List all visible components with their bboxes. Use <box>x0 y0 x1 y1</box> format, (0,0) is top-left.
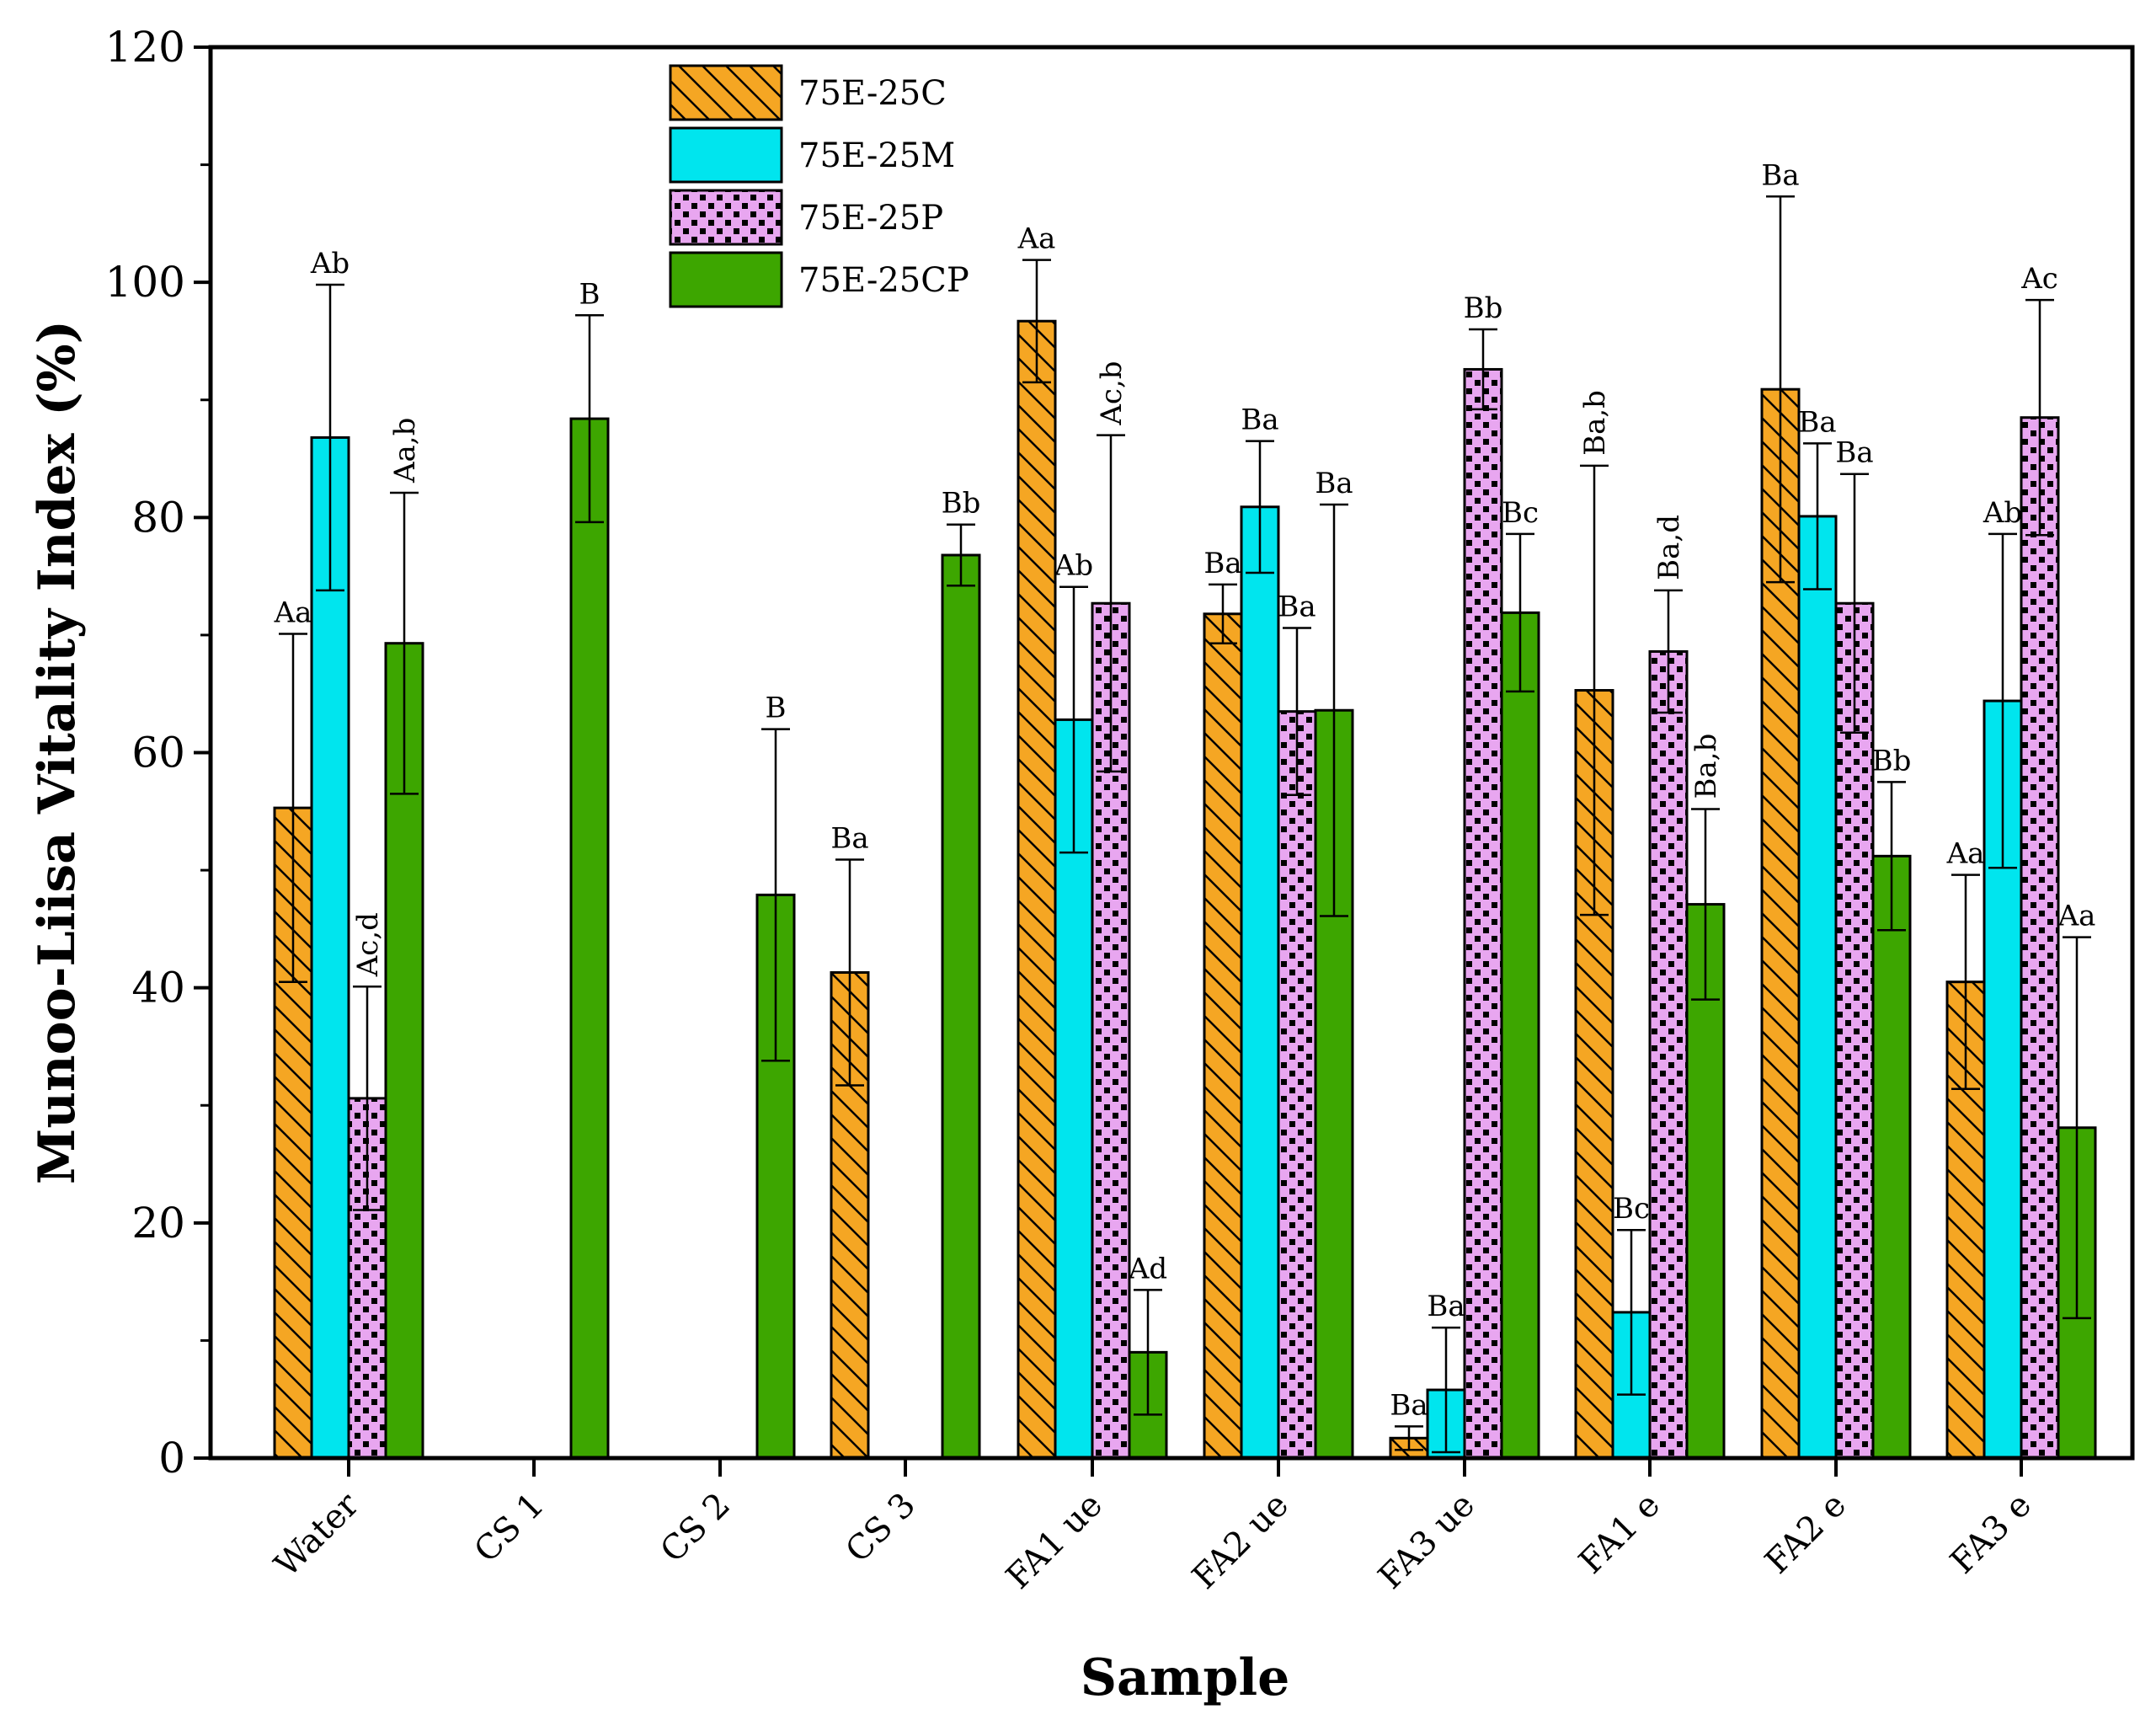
significance-letter: B <box>766 692 787 725</box>
bar <box>941 553 981 1460</box>
significance-letter: Ba <box>1203 547 1241 580</box>
significance-letter: Aa,b <box>388 418 422 484</box>
x-axis: Water CS 1 CS 2 CS 3 FA1 ue FA2 ue FA3 ue FA1 e… <box>267 1458 2039 1597</box>
significance-letter: Ba <box>1315 467 1353 500</box>
bar <box>1463 367 1503 1460</box>
y-tick-label: 100 <box>105 258 185 307</box>
bar <box>2020 416 2060 1460</box>
x-axis-title: Sample <box>1081 1648 1290 1707</box>
bar <box>569 417 610 1460</box>
bar <box>1648 649 1689 1460</box>
bar <box>1797 515 1838 1460</box>
x-tick-label: FA1 e <box>1572 1486 1668 1582</box>
significance-letter: Ac,b <box>1095 361 1129 425</box>
legend-swatch <box>669 64 783 121</box>
bar <box>1017 319 1057 1460</box>
significance-letter: Ab <box>1054 549 1093 583</box>
y-tick-label: 80 <box>131 493 185 542</box>
significance-letter: Bc <box>1502 496 1539 530</box>
legend-label: 75E-25CP <box>798 261 969 300</box>
x-tick-label: FA3 ue <box>1371 1486 1482 1597</box>
significance-letter: Bb <box>1872 744 1912 777</box>
y-tick-label: 60 <box>131 729 185 777</box>
bar <box>1500 611 1540 1460</box>
significance-letter: Ba <box>1835 436 1873 470</box>
y-axis-title: Munoo-Liisa Vitality Index (%) <box>28 320 87 1184</box>
significance-letter: Ba <box>1798 405 1836 439</box>
significance-letter: B <box>579 277 600 311</box>
x-tick-label: FA2 ue <box>1185 1486 1296 1597</box>
significance-letter: Bc <box>1613 1192 1650 1226</box>
legend-swatch <box>669 251 783 308</box>
bar <box>1240 505 1280 1460</box>
legend: 75E-25C 75E-25M 75E-25P 75E-25CP <box>669 64 969 308</box>
significance-letter: Ba <box>1761 158 1799 192</box>
x-tick-label: Water <box>267 1485 366 1584</box>
significance-letter: Ab <box>1983 496 2022 530</box>
y-tick-label: 20 <box>131 1199 185 1247</box>
significance-letter: Ab <box>310 247 350 280</box>
significance-letter: Ba,b <box>1578 390 1612 456</box>
significance-letter: Aa <box>1017 222 1056 256</box>
y-axis: 0 20 40 60 80 100 120 <box>105 23 211 1483</box>
bar <box>1277 710 1317 1460</box>
x-tick-label: FA3 e <box>1943 1486 2039 1582</box>
x-tick-label: CS 1 <box>467 1486 552 1571</box>
bar <box>1203 612 1243 1460</box>
significance-letter: Aa <box>1946 837 1985 871</box>
legend-label: 75E-25P <box>798 199 943 238</box>
x-tick-label: CS 2 <box>654 1486 739 1571</box>
significance-letter: Ac <box>2020 262 2058 296</box>
significance-letters-layer: AaBaAaBaBaBa,bBaAaAbAbBaBaBcBaAbAc,dAc,b… <box>274 158 2096 1422</box>
x-tick-label: FA1 ue <box>999 1486 1110 1597</box>
significance-letter: Ba <box>1278 590 1315 624</box>
legend-label: 75E-25M <box>798 136 955 175</box>
y-tick-label: 120 <box>105 23 185 72</box>
significance-letter: Aa <box>2057 900 2096 933</box>
significance-letter: Ba <box>1390 1388 1428 1422</box>
significance-letter: Ad <box>1128 1252 1167 1285</box>
legend-label: 75E-25C <box>798 74 947 113</box>
legend-swatch <box>669 189 783 246</box>
x-tick-label: FA2 e <box>1758 1486 1854 1582</box>
significance-letter: Ba,b <box>1689 734 1723 799</box>
x-tick-label: CS 3 <box>839 1486 924 1571</box>
significance-letter: Ba <box>1427 1290 1465 1323</box>
bar <box>1871 854 1912 1460</box>
significance-letter: Ba,d <box>1652 515 1686 580</box>
significance-letter: Aa <box>274 596 312 630</box>
bars-layer <box>273 319 2097 1460</box>
bar <box>1834 601 1875 1460</box>
y-tick-label: 0 <box>158 1434 185 1483</box>
significance-letter: Bb <box>942 487 981 521</box>
legend-swatch <box>669 126 783 184</box>
y-tick-label: 40 <box>131 964 185 1012</box>
significance-letter: Ba <box>830 822 868 856</box>
error-bars-layer <box>279 195 2091 1454</box>
significance-letter: Bb <box>1464 291 1503 325</box>
significance-letter: Ac,d <box>351 912 385 977</box>
significance-letter: Ba <box>1241 403 1278 437</box>
